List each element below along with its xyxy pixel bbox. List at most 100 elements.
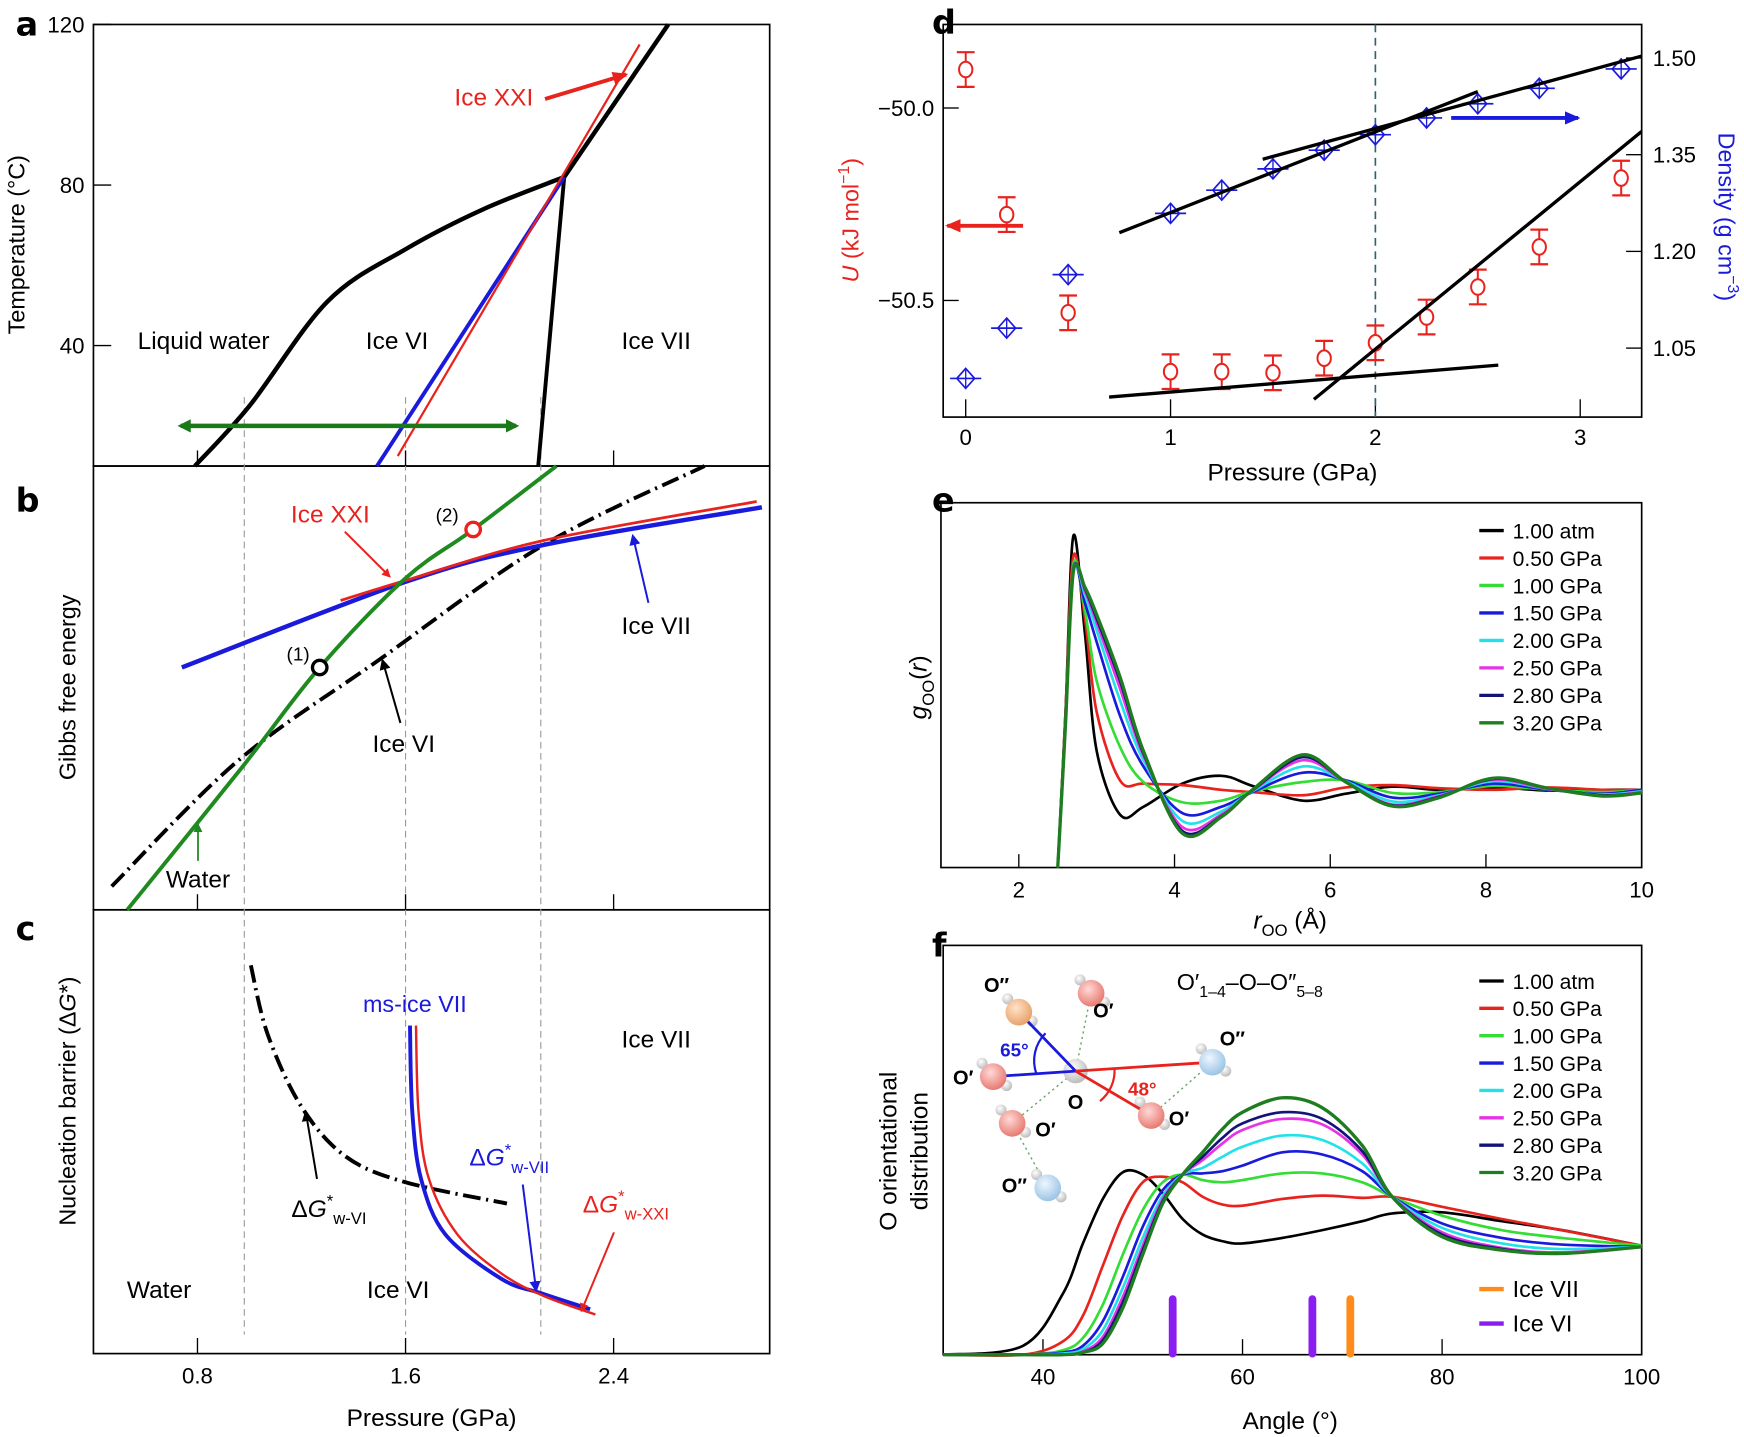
dg-w-xxi-pointer xyxy=(580,1231,615,1313)
open-circle-marker xyxy=(999,205,1015,224)
y-right-tick-label: 1.05 xyxy=(1653,336,1696,361)
y-axis-label-part: ) xyxy=(55,977,81,985)
ice-vii-pointer xyxy=(629,533,650,604)
y-axis-label-density: Density (g cm−3) xyxy=(1713,133,1741,302)
panel-letter-a: a xyxy=(16,5,39,44)
x-axis-label: rOO (Å) xyxy=(1253,907,1326,940)
oxygen-atom-label: O″ xyxy=(984,975,1010,997)
panel-c-frame xyxy=(92,908,771,1355)
open-circle-marker xyxy=(1316,349,1332,367)
angle-label-blue: 65° xyxy=(1000,1041,1029,1062)
x-tick-label: 2 xyxy=(1013,878,1025,903)
dg-w-xxi-label: ΔG*w-XXI xyxy=(583,1187,669,1224)
panel-letter-e: e xyxy=(932,481,955,520)
y-axis-label: O orientational xyxy=(875,1072,902,1231)
oxygen-atom xyxy=(1005,998,1033,1026)
water-label: Water xyxy=(166,867,230,894)
y-axis-label-energy: U (kJ mol−1) xyxy=(836,158,864,282)
orientation-curve xyxy=(943,1095,1642,1357)
energy-data-point xyxy=(1315,339,1334,377)
linear-fit-line xyxy=(1262,54,1643,161)
hydrogen-atom xyxy=(1031,1168,1043,1181)
open-circle-marker xyxy=(958,60,974,79)
energy-data-point xyxy=(956,51,975,88)
legend-item-label: 2.00 GPa xyxy=(1513,630,1603,653)
barrier-curve-dg-w-vi xyxy=(248,964,508,1206)
phase-boundary-ice-vi-ice-vii xyxy=(536,176,567,467)
oxygen-atom xyxy=(979,1063,1007,1090)
x-tick-label: 0 xyxy=(960,425,972,450)
x-tick-label: 2.4 xyxy=(598,1364,629,1389)
region-label: Ice VI xyxy=(366,328,429,355)
dg-w-vii-label-part: * xyxy=(505,1140,512,1159)
orientation-curve xyxy=(943,1133,1642,1357)
hydrogen-atom xyxy=(1195,1043,1207,1055)
diamond-marker xyxy=(955,367,976,390)
dg-w-vii-label: ΔG*w-VII xyxy=(469,1140,549,1177)
water-label: Water xyxy=(127,1277,191,1304)
inset-title-part: O′ xyxy=(1177,969,1200,995)
diamond-marker xyxy=(1314,138,1335,162)
density-data-point xyxy=(1052,263,1084,286)
dg-w-vi-pointer xyxy=(301,1110,318,1180)
energy-data-point xyxy=(1212,353,1231,391)
y-axis-label-part: g xyxy=(905,705,932,719)
hydrogen-atom xyxy=(1134,1096,1146,1108)
legend-item-label: 0.50 GPa xyxy=(1513,548,1603,571)
x-tick-label: 1 xyxy=(1164,425,1176,450)
linear-fit-line xyxy=(1312,130,1643,401)
energy-data-point xyxy=(1059,294,1078,332)
x-axis-label-part: OO xyxy=(1262,921,1288,940)
ice-vii-label: Ice VII xyxy=(622,613,691,640)
open-circle-marker xyxy=(1531,238,1547,256)
oxygen-atom-label: O′ xyxy=(953,1067,974,1089)
rdf-curve xyxy=(1056,533,1642,868)
x-tick-label: 3 xyxy=(1574,425,1586,450)
oxygen-atom xyxy=(1137,1102,1165,1129)
ice-vi-label: Ice VI xyxy=(367,1277,430,1304)
oxygen-atom xyxy=(1077,979,1105,1007)
bond-angle-line xyxy=(1017,1011,1077,1073)
y-axis-label-part: * xyxy=(55,984,81,993)
x-axis-label: Pressure (GPa) xyxy=(1207,459,1377,486)
dg-w-vii-label-part: Δ xyxy=(469,1145,485,1172)
bond-angle-line xyxy=(1075,1060,1213,1073)
open-circle-marker xyxy=(1214,362,1230,381)
inset-title: O′1–4–O–O″5–8 xyxy=(1177,969,1323,1001)
hydrogen-atom xyxy=(976,1057,988,1069)
legend-item-label: 3.20 GPa xyxy=(1513,1162,1603,1185)
orientation-curve xyxy=(943,1168,1642,1357)
x-tick-label: 10 xyxy=(1629,878,1654,903)
ice-vi-label: Ice VI xyxy=(372,731,435,758)
y-axis-label-energy-part: (kJ mol xyxy=(838,184,864,266)
oxygen-atom xyxy=(1198,1048,1226,1076)
dg-w-vii-pointer xyxy=(521,1184,541,1293)
legend-item-label: 2.80 GPa xyxy=(1513,1135,1603,1158)
hydrogen-atom xyxy=(1074,974,1086,986)
y-axis-label-energy-part: ) xyxy=(838,158,864,166)
ice-xxi-label: Ice XXI xyxy=(291,502,370,529)
open-circle-marker xyxy=(1162,362,1179,381)
ice-xxi-label: Ice XXI xyxy=(454,85,533,112)
diamond-marker xyxy=(996,316,1017,340)
y-axis-label-energy-part: U xyxy=(838,265,864,282)
angle-arc-red xyxy=(1099,1067,1116,1102)
panel-e-frame xyxy=(940,501,1643,869)
y-axis-label-energy-part: −1 xyxy=(836,166,853,184)
y-tick-label: −50.5 xyxy=(878,288,934,313)
y-axis-label-density-part: ) xyxy=(1713,293,1739,301)
energy-data-point xyxy=(1468,268,1487,306)
state-point-marker xyxy=(464,520,483,539)
ice-vi-pointer xyxy=(379,658,402,724)
ice-xxi-arrow xyxy=(544,71,629,101)
dg-w-xxi-label-part: Δ xyxy=(583,1191,599,1218)
dg-w-vi-label: ΔG*w-VI xyxy=(291,1192,366,1229)
open-circle-marker xyxy=(1613,169,1629,187)
inset-title-part: 1–4 xyxy=(1199,984,1226,1001)
legend-item-label: 1.00 GPa xyxy=(1513,575,1603,598)
y-axis-label: Gibbs free energy xyxy=(55,594,81,780)
hydrogen-bond xyxy=(1011,1070,1076,1124)
legend-item-label: 1.00 atm xyxy=(1513,971,1595,994)
y-axis-label-part: OO xyxy=(919,680,938,706)
